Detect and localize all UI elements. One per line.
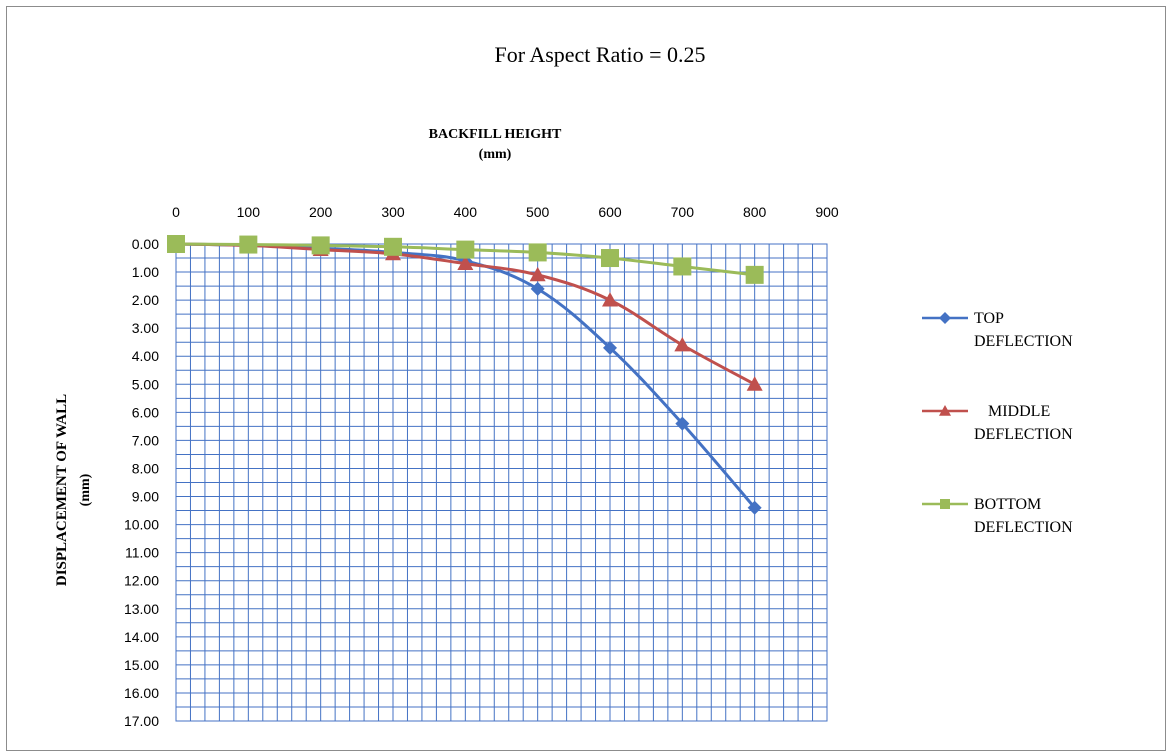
y-tick-label: 10.00: [124, 517, 159, 533]
y-tick-label: 16.00: [124, 685, 159, 701]
data-point-marker: [602, 292, 618, 307]
data-point-marker: [746, 376, 763, 391]
y-tick-label: 5.00: [132, 376, 159, 392]
legend-label: DEFLECTION: [974, 333, 1073, 350]
y-tick-label: 12.00: [124, 573, 159, 589]
data-point-marker: [940, 499, 950, 509]
data-point-marker: [601, 249, 619, 268]
legend-label: TOP: [974, 310, 1004, 327]
x-tick-label: 300: [381, 204, 405, 220]
legend: TOP DEFLECTION MIDDLE DEFLECTION BOTTOM DEFLE…: [922, 310, 1073, 536]
legend-label: MIDDLE: [988, 403, 1050, 420]
data-point-marker: [745, 265, 764, 284]
data-point-marker: [384, 237, 402, 256]
data-point-marker: [457, 255, 474, 271]
y-tick-label: 8.00: [132, 460, 159, 476]
x-tick-label: 0: [172, 204, 180, 220]
y-tick-label: 9.00: [132, 489, 159, 505]
data-point-marker: [747, 500, 762, 515]
data-point-marker: [603, 340, 617, 355]
x-tick-labels: 0 100 200 300 400 500 600 700 800 900: [172, 204, 839, 220]
series-bottom-deflection: [167, 235, 764, 284]
y-tick-label: 2.00: [132, 292, 159, 308]
legend-label: DEFLECTION: [974, 519, 1073, 536]
y-tick-label: 14.00: [124, 629, 159, 645]
y-axis-unit: (mm): [78, 473, 93, 506]
x-tick-label: 400: [454, 204, 478, 220]
legend-label: DEFLECTION: [974, 426, 1073, 443]
y-tick-label: 15.00: [124, 657, 159, 673]
data-point-marker: [239, 235, 258, 254]
data-point-marker: [674, 337, 691, 352]
data-point-marker: [530, 281, 545, 296]
legend-item: BOTTOM DEFLECTION: [922, 496, 1073, 536]
data-point-marker: [939, 405, 951, 416]
y-tick-label: 13.00: [124, 601, 159, 617]
y-tick-label: 1.00: [132, 264, 159, 280]
y-tick-label: 17.00: [124, 713, 159, 729]
plot-grid: [175, 243, 828, 722]
x-tick-label: 800: [743, 204, 767, 220]
x-tick-label: 900: [815, 204, 839, 220]
data-point-marker: [311, 236, 330, 255]
data-point-marker: [167, 235, 185, 253]
y-tick-label: 0.00: [132, 236, 159, 252]
x-tick-label: 100: [237, 204, 261, 220]
data-point-marker: [939, 312, 951, 324]
y-tick-label: 4.00: [132, 348, 159, 364]
y-tick-label: 11.00: [125, 545, 159, 561]
data-point-marker: [528, 243, 547, 262]
data-point-marker: [675, 416, 690, 431]
x-axis-unit: (mm): [479, 147, 512, 162]
y-tick-label: 7.00: [132, 432, 159, 448]
y-tick-label: 6.00: [132, 404, 159, 420]
x-tick-label: 600: [598, 204, 622, 220]
y-tick-labels: 0.00 1.00 2.00 3.00 4.00 5.00 6.00 7.00 8.00 9.00…: [124, 236, 159, 729]
data-point-marker: [673, 257, 692, 276]
x-tick-label: 700: [671, 204, 695, 220]
legend-item: MIDDLE DEFLECTION: [922, 403, 1073, 443]
plot-series: [167, 235, 764, 515]
x-tick-label: 200: [309, 204, 333, 220]
legend-label: BOTTOM: [974, 496, 1041, 513]
legend-item: TOP DEFLECTION: [922, 310, 1073, 350]
y-axis-label: DISPLACEMENT OF WALL: [54, 394, 70, 586]
data-point-marker: [456, 240, 475, 259]
y-tick-label: 3.00: [132, 320, 159, 336]
x-tick-label: 500: [526, 204, 550, 220]
chart-title: For Aspect Ratio = 0.25: [494, 42, 705, 67]
data-point-marker: [529, 266, 546, 282]
x-axis-label: BACKFILL HEIGHT: [429, 127, 562, 142]
